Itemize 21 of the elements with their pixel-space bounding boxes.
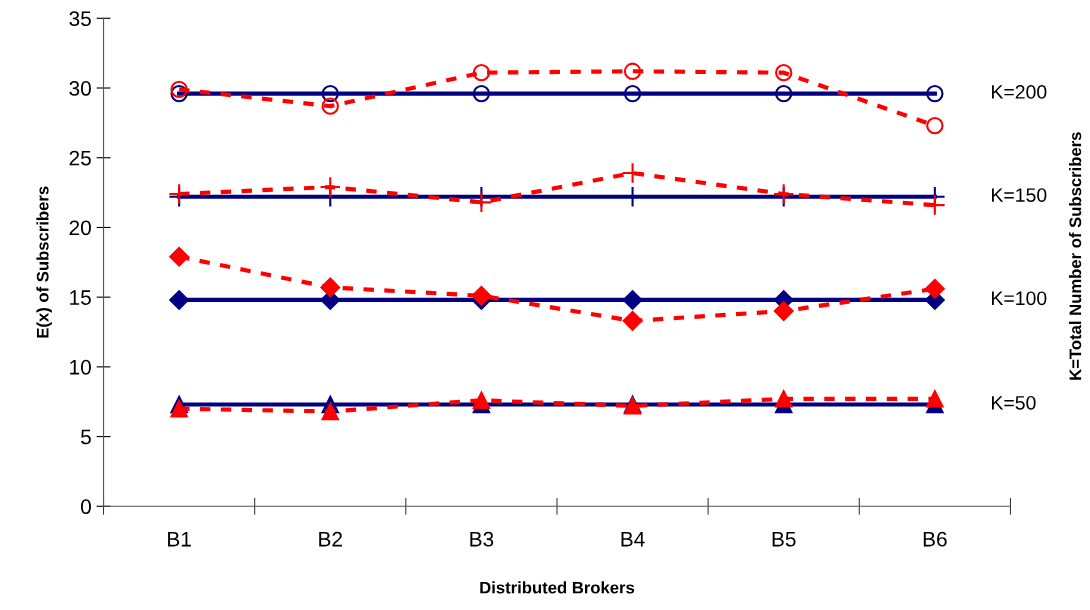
x-tick-label: B6 xyxy=(923,531,947,547)
y-tick-label: 25 xyxy=(69,150,91,166)
x-tick-label: B5 xyxy=(772,532,796,547)
y-tick-label: 5 xyxy=(80,429,91,445)
annotation: K=50 xyxy=(992,395,1036,410)
x-tick-label: B3 xyxy=(470,531,494,547)
annotation: K=150 xyxy=(992,188,1047,202)
annotation: K=100 xyxy=(992,291,1047,306)
y-tick-label: 30 xyxy=(69,81,91,96)
y-tick-label: 35 xyxy=(69,11,91,27)
x-tick-label: B1 xyxy=(168,532,191,547)
y-tick-label: 0 xyxy=(80,499,91,515)
x-tick-label: B4 xyxy=(621,532,645,547)
y-tick-label: 15 xyxy=(70,290,91,305)
x-axis-title: Distributed Brokers xyxy=(480,581,635,594)
y-axis-title: E(x) of Subscribers xyxy=(36,186,52,338)
x-tick-label: B2 xyxy=(319,531,342,547)
y-tick-label: 20 xyxy=(69,220,91,236)
text: K=Total Number of Subscribers xyxy=(1069,132,1082,380)
annotation: K=200 xyxy=(992,85,1047,99)
y-tick-label: 10 xyxy=(70,359,91,375)
